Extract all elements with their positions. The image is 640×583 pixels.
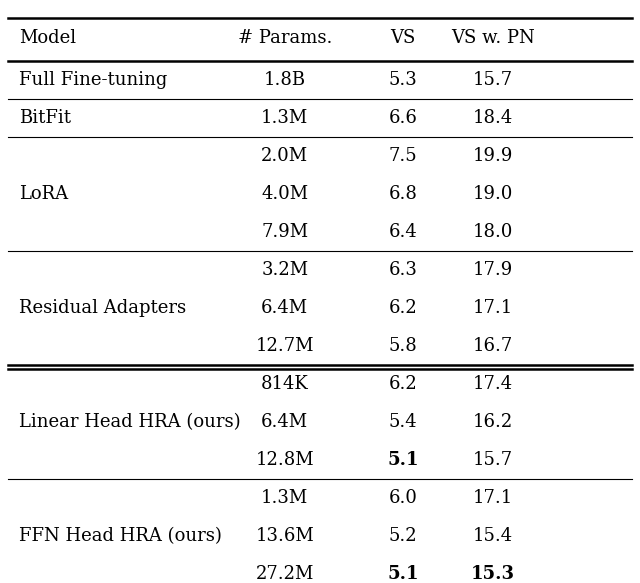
Text: 2.0M: 2.0M	[261, 147, 308, 165]
Text: 814K: 814K	[261, 375, 308, 393]
Text: BitFit: BitFit	[19, 109, 71, 127]
Text: 19.0: 19.0	[472, 185, 513, 203]
Text: 6.4: 6.4	[389, 223, 417, 241]
Text: 6.2: 6.2	[389, 299, 417, 317]
Text: FFN Head HRA (ours): FFN Head HRA (ours)	[19, 527, 222, 545]
Text: 18.0: 18.0	[472, 223, 513, 241]
Text: 6.0: 6.0	[388, 489, 418, 507]
Text: 6.4M: 6.4M	[261, 413, 308, 431]
Text: 6.2: 6.2	[389, 375, 417, 393]
Text: 4.0M: 4.0M	[261, 185, 308, 203]
Text: 1.8B: 1.8B	[264, 71, 306, 89]
Text: 13.6M: 13.6M	[255, 527, 314, 545]
Text: 17.1: 17.1	[473, 299, 513, 317]
Text: VS w. PN: VS w. PN	[451, 29, 534, 47]
Text: Residual Adapters: Residual Adapters	[19, 299, 186, 317]
Text: 5.3: 5.3	[389, 71, 417, 89]
Text: 19.9: 19.9	[472, 147, 513, 165]
Text: 1.3M: 1.3M	[261, 489, 308, 507]
Text: 6.4M: 6.4M	[261, 299, 308, 317]
Text: 17.4: 17.4	[473, 375, 513, 393]
Text: 15.7: 15.7	[473, 71, 513, 89]
Text: Full Fine-tuning: Full Fine-tuning	[19, 71, 168, 89]
Text: 7.5: 7.5	[389, 147, 417, 165]
Text: 1.3M: 1.3M	[261, 109, 308, 127]
Text: 7.9M: 7.9M	[261, 223, 308, 241]
Text: 5.8: 5.8	[389, 337, 417, 355]
Text: LoRA: LoRA	[19, 185, 68, 203]
Text: 5.4: 5.4	[389, 413, 417, 431]
Text: 6.3: 6.3	[388, 261, 418, 279]
Text: 16.2: 16.2	[473, 413, 513, 431]
Text: 18.4: 18.4	[473, 109, 513, 127]
Text: 15.3: 15.3	[471, 565, 515, 583]
Text: 12.7M: 12.7M	[255, 337, 314, 355]
Text: Linear Head HRA (ours): Linear Head HRA (ours)	[19, 413, 241, 431]
Text: # Params.: # Params.	[237, 29, 332, 47]
Text: 5.1: 5.1	[387, 565, 419, 583]
Text: 12.8M: 12.8M	[255, 451, 314, 469]
Text: 3.2M: 3.2M	[261, 261, 308, 279]
Text: 5.1: 5.1	[387, 451, 419, 469]
Text: VS: VS	[390, 29, 416, 47]
Text: 6.6: 6.6	[388, 109, 418, 127]
Text: 27.2M: 27.2M	[255, 565, 314, 583]
Text: Model: Model	[19, 29, 76, 47]
Text: 17.1: 17.1	[473, 489, 513, 507]
Text: 17.9: 17.9	[473, 261, 513, 279]
Text: 15.4: 15.4	[473, 527, 513, 545]
Text: 16.7: 16.7	[473, 337, 513, 355]
Text: 6.8: 6.8	[388, 185, 418, 203]
Text: 15.7: 15.7	[473, 451, 513, 469]
Text: 5.2: 5.2	[389, 527, 417, 545]
